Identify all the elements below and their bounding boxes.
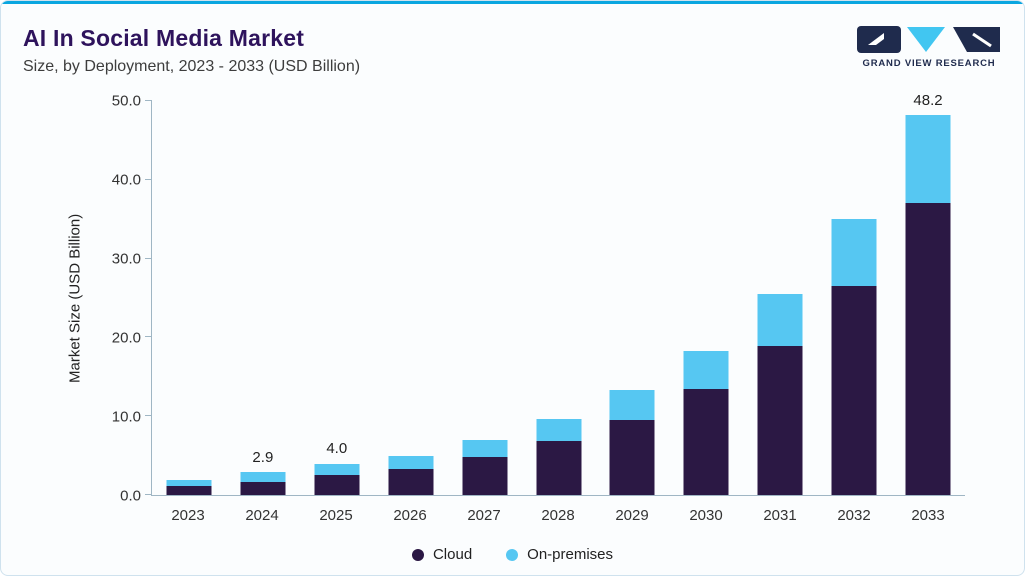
bar-segment-cloud <box>166 486 212 495</box>
bar-segment-on-premises <box>831 219 877 287</box>
bar-segment-on-premises <box>240 472 286 482</box>
bar-segment-on-premises <box>683 350 729 390</box>
y-tick-mark <box>145 494 152 495</box>
grand-view-research-logo: GRAND VIEW RESEARCH <box>854 25 1004 69</box>
bar-segment-cloud <box>462 457 508 495</box>
page-title: AI In Social Media Market <box>23 25 305 51</box>
y-tick-mark <box>145 178 152 180</box>
legend-label: On-premises <box>527 546 614 563</box>
bar-segment-on-premises <box>757 294 803 347</box>
legend-item-cloud: Cloud <box>411 546 473 563</box>
chart-header: AI In Social Media Market Size, by Deplo… <box>23 25 360 76</box>
chart-legend: Cloud On-premises <box>1 546 1024 563</box>
bar-2033 <box>905 101 951 495</box>
x-tick-label: 2024 <box>245 507 279 524</box>
bar-segment-cloud <box>536 441 581 495</box>
bar-value-label: 2.9 <box>252 449 274 467</box>
bar-segment-on-premises <box>388 455 434 469</box>
bar-2025 <box>314 101 360 495</box>
bar-segment-cloud <box>609 420 655 495</box>
bar-segment-on-premises <box>536 419 581 442</box>
bar-segment-cloud <box>905 203 951 495</box>
y-tick-mark <box>145 257 152 259</box>
bar-2028 <box>536 101 581 495</box>
y-axis-ticks: 0.0 10.0 20.0 30.0 40.0 50.0 <box>1 93 141 505</box>
bar-2027 <box>462 101 508 495</box>
bar-value-label: 48.2 <box>913 92 943 110</box>
bar-2031 <box>757 101 803 495</box>
y-tick-label: 50.0 <box>111 92 141 110</box>
bar-segment-cloud <box>683 389 729 495</box>
logo-mark-icon <box>857 26 1000 53</box>
chart-subtitle: Size, by Deployment, 2023 - 2033 (USD Bi… <box>23 58 361 75</box>
bar-value-label: 4.0 <box>326 440 348 458</box>
x-tick-label: 2025 <box>319 507 353 524</box>
legend-swatch <box>506 548 519 561</box>
y-tick-label: 0.0 <box>120 487 141 505</box>
logo-text: GRAND VIEW RESEARCH <box>862 58 996 69</box>
bar-2023 <box>166 101 212 495</box>
y-tick-label: 20.0 <box>111 329 141 347</box>
x-tick-label: 2033 <box>911 507 945 524</box>
x-tick-label: 2028 <box>541 507 575 524</box>
y-tick-mark <box>145 415 152 417</box>
bar-2026 <box>388 101 434 495</box>
bar-segment-on-premises <box>609 390 655 421</box>
bar-2024 <box>240 101 286 495</box>
bar-segment-cloud <box>314 475 360 495</box>
bar-segment-on-premises <box>314 463 360 476</box>
y-tick-mark <box>145 336 152 338</box>
bar-2029 <box>609 101 655 495</box>
bar-segment-cloud <box>388 469 434 495</box>
legend-label: Cloud <box>432 546 473 563</box>
top-accent-bar <box>1 1 1024 4</box>
legend-item-on-premises: On-premises <box>506 546 613 563</box>
bar-segment-on-premises <box>462 439 508 458</box>
bar-2032 <box>831 101 877 495</box>
x-tick-label: 2023 <box>171 507 205 524</box>
x-tick-label: 2029 <box>615 507 649 524</box>
bar-segment-cloud <box>240 481 286 495</box>
x-tick-label: 2031 <box>763 507 797 524</box>
bar-segment-on-premises <box>905 115 951 204</box>
bar-segment-cloud <box>757 346 803 495</box>
x-tick-label: 2030 <box>689 507 723 524</box>
legend-swatch <box>411 548 424 561</box>
x-tick-label: 2032 <box>837 507 871 524</box>
y-tick-mark <box>145 100 152 101</box>
y-tick-label: 10.0 <box>111 408 141 426</box>
plot-area: 2.9 4.0 48.2 <box>145 92 965 496</box>
y-tick-label: 40.0 <box>111 171 141 189</box>
x-tick-label: 2026 <box>393 507 427 524</box>
x-tick-label: 2027 <box>467 507 501 524</box>
bar-segment-cloud <box>831 286 877 495</box>
bar-segment-on-premises <box>166 480 212 487</box>
y-tick-label: 30.0 <box>111 250 141 268</box>
x-axis-labels: 2023 2024 2025 2026 2027 2028 2029 2030 2031 2032… <box>151 501 965 525</box>
bar-2030 <box>683 101 729 495</box>
